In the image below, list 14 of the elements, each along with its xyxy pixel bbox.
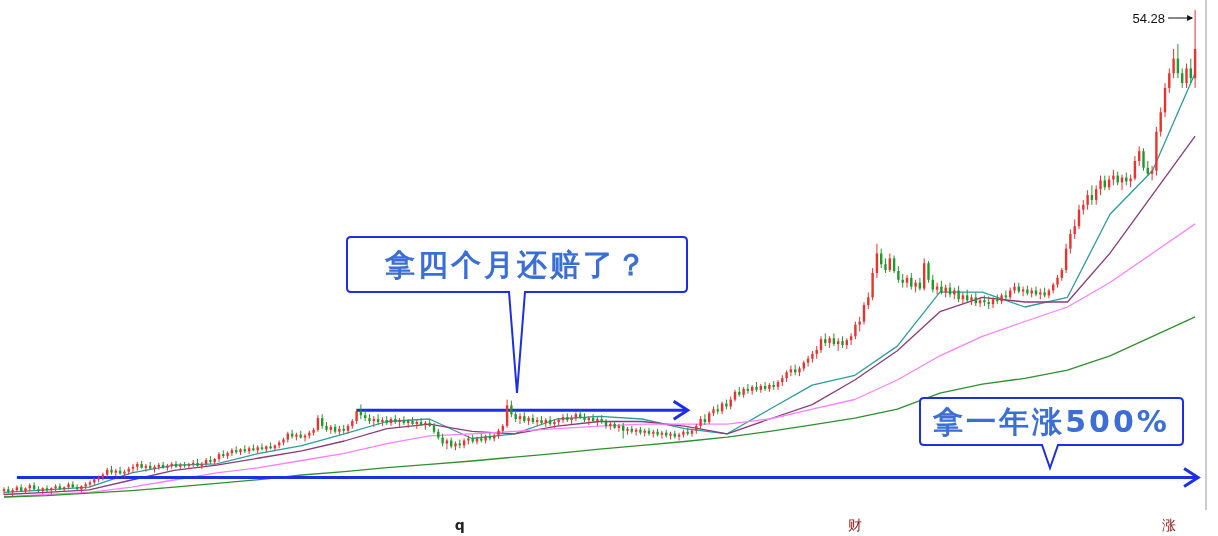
candlestick <box>1069 228 1072 254</box>
annotation: 54.28 <box>1132 11 1166 26</box>
text: 财 <box>848 517 863 533</box>
candlestick <box>1168 67 1171 94</box>
candlestick <box>1086 189 1089 211</box>
text: q <box>454 517 465 533</box>
annotation: 拿四个月还赔了？ <box>384 247 649 283</box>
text: 涨 <box>1162 517 1177 533</box>
candlestick <box>1142 147 1145 172</box>
candlestick <box>1185 63 1188 89</box>
candlestick <box>1099 175 1102 196</box>
annotation: 拿一年涨500% <box>932 404 1170 440</box>
candlestick <box>1172 48 1175 79</box>
candlestick <box>927 260 930 284</box>
